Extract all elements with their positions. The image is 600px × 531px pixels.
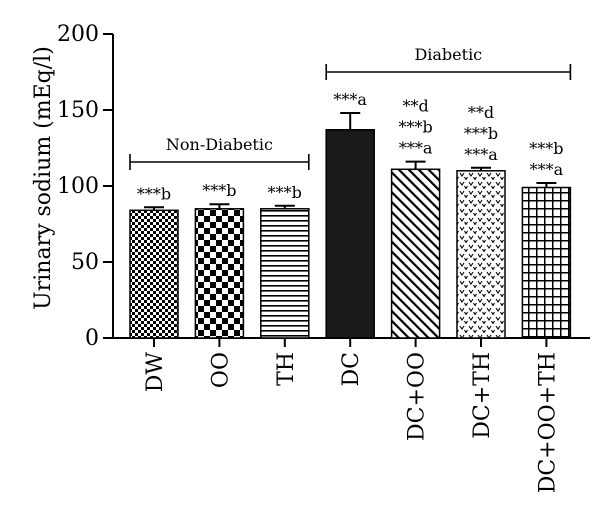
significance-label: ***a <box>464 145 498 164</box>
y-tick-label: 50 <box>71 250 99 275</box>
bars <box>129 129 572 339</box>
bar-dc-oo-th <box>521 186 572 339</box>
significance-label: **d <box>402 97 428 116</box>
bar-dc <box>325 129 375 339</box>
group-label: Diabetic <box>414 45 482 64</box>
significance-label: ***a <box>333 90 367 109</box>
bar-oo <box>194 208 245 339</box>
group-bracket <box>129 154 310 170</box>
x-tick-label: DW <box>143 352 168 393</box>
significance-label: ***b <box>464 124 498 143</box>
bar-dc-th <box>456 170 506 339</box>
bar-th <box>260 208 310 339</box>
significance-label: **d <box>468 103 494 122</box>
significance-label: ***b <box>398 118 432 137</box>
x-tick-label: OO <box>208 352 233 388</box>
y-axis-ticks: 0 50 100 150 200 <box>57 22 113 351</box>
significance-label: ***b <box>268 183 302 202</box>
y-tick-label: 200 <box>57 22 99 47</box>
significance-label: ***b <box>529 139 563 158</box>
x-tick-label: DC <box>339 352 364 386</box>
y-tick-label: 100 <box>57 174 99 199</box>
significance-label: ***a <box>530 160 564 179</box>
bar-dw <box>129 209 179 339</box>
significance-label: ***b <box>202 181 236 200</box>
x-axis-ticks: DW OO TH DC DC+OO DC+TH DC+OO+TH <box>143 338 560 493</box>
x-tick-label: TH <box>274 352 299 386</box>
x-tick-label: DC+OO+TH <box>535 352 560 493</box>
x-tick-label: DC+OO <box>405 352 430 441</box>
significance-label: ***b <box>137 184 171 203</box>
error-bars <box>144 112 557 211</box>
group-brackets: Non-Diabetic Diabetic <box>129 45 572 170</box>
significance-annotations: ***b ***b ***b ***a **d ***b ***a **d ***b ***a **… <box>137 90 564 203</box>
group-label: Non-Diabetic <box>166 135 273 154</box>
x-tick-label: DC+TH <box>470 352 495 439</box>
y-tick-label: 0 <box>85 326 99 351</box>
group-bracket <box>325 64 572 80</box>
y-tick-label: 150 <box>57 98 99 123</box>
bar-dc-oo <box>390 168 441 339</box>
y-axis-label: Urinary sodium (mEq/l) <box>31 46 56 310</box>
significance-label: ***a <box>399 139 433 158</box>
